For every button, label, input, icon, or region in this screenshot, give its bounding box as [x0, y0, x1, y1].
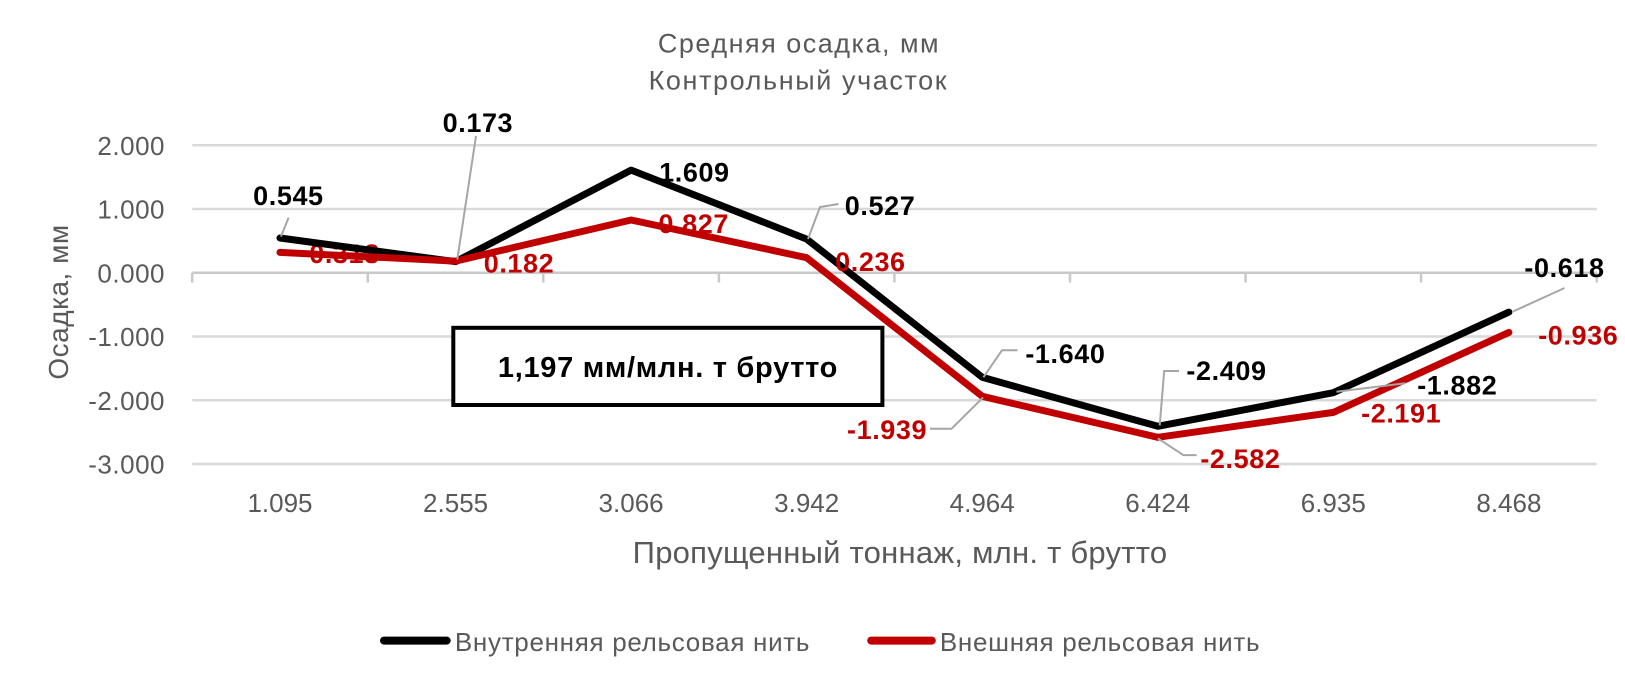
svg-text:Внешняя рельсовая нить: Внешняя рельсовая нить — [940, 627, 1260, 657]
svg-text:1,197 мм/млн. т брутто: 1,197 мм/млн. т брутто — [498, 352, 838, 384]
svg-text:-1.640: -1.640 — [1025, 339, 1105, 369]
svg-text:-1.939: -1.939 — [847, 415, 927, 445]
svg-text:3.942: 3.942 — [774, 488, 839, 518]
svg-text:6.424: 6.424 — [1125, 488, 1190, 518]
svg-text:Средняя осадка, мм: Средняя осадка, мм — [658, 28, 940, 58]
svg-text:-1.000: -1.000 — [88, 322, 165, 352]
svg-text:Пропущенный тоннаж, млн. т бру: Пропущенный тоннаж, млн. т брутто — [633, 535, 1168, 570]
svg-text:0.173: 0.173 — [443, 108, 514, 138]
svg-text:2.555: 2.555 — [423, 488, 488, 518]
svg-text:1.095: 1.095 — [247, 488, 312, 518]
svg-text:-2.000: -2.000 — [88, 386, 165, 416]
svg-text:0.182: 0.182 — [484, 249, 555, 279]
svg-text:0.000: 0.000 — [97, 258, 165, 288]
svg-text:3.066: 3.066 — [599, 488, 664, 518]
svg-text:0.236: 0.236 — [835, 247, 906, 277]
svg-text:0.827: 0.827 — [658, 209, 729, 239]
svg-text:-0.936: -0.936 — [1538, 321, 1618, 351]
svg-text:2.000: 2.000 — [97, 131, 165, 161]
svg-text:6.935: 6.935 — [1301, 488, 1366, 518]
svg-text:-2.582: -2.582 — [1200, 444, 1280, 474]
svg-text:-3.000: -3.000 — [88, 450, 165, 480]
svg-text:-2.191: -2.191 — [1361, 399, 1441, 429]
svg-text:8.468: 8.468 — [1476, 488, 1541, 518]
svg-text:0.545: 0.545 — [253, 181, 324, 211]
svg-text:1.000: 1.000 — [97, 195, 165, 225]
svg-text:1.609: 1.609 — [659, 158, 730, 188]
svg-text:4.964: 4.964 — [950, 488, 1015, 518]
svg-text:-1.882: -1.882 — [1417, 371, 1497, 401]
svg-text:-0.618: -0.618 — [1524, 253, 1604, 283]
svg-text:-2.409: -2.409 — [1186, 356, 1266, 386]
svg-text:Осадка, мм: Осадка, мм — [43, 224, 74, 379]
svg-text:Контрольный участок: Контрольный участок — [649, 65, 949, 95]
svg-text:Внутренняя рельсовая нить: Внутренняя рельсовая нить — [455, 627, 810, 657]
svg-text:0.527: 0.527 — [845, 191, 916, 221]
